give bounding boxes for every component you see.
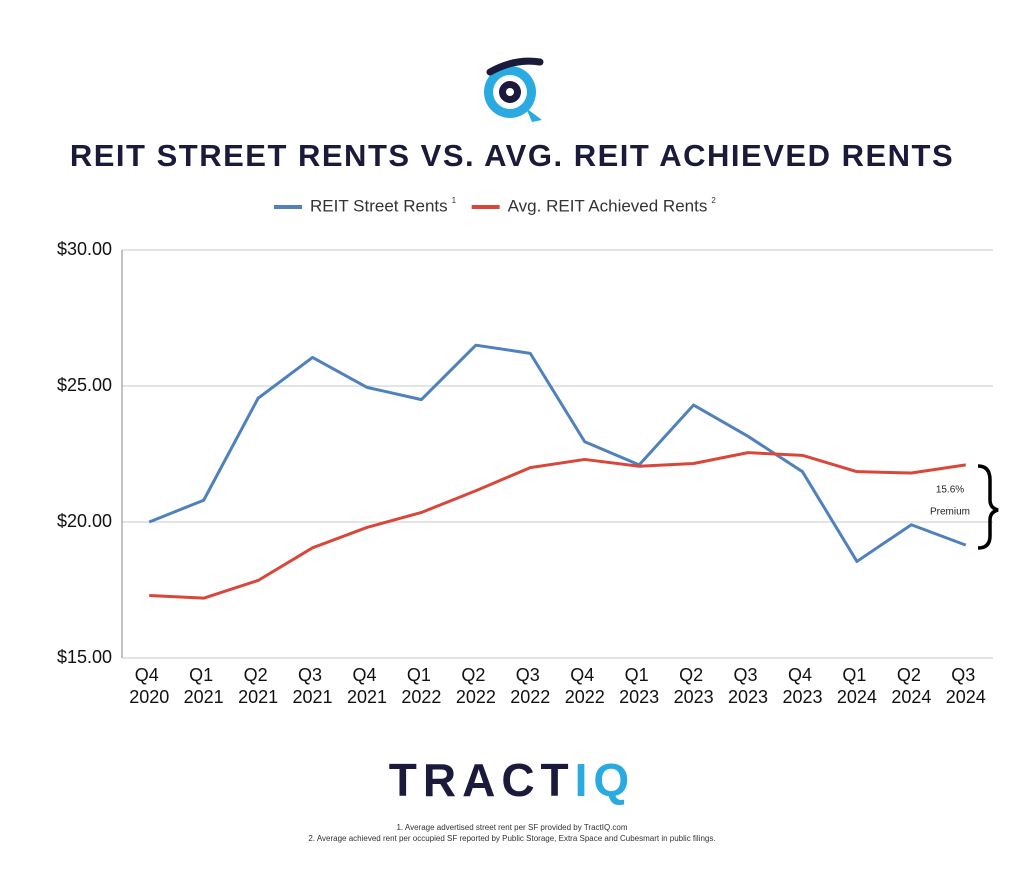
x-tick-label: Q1 2021 (184, 665, 224, 707)
x-tick-label: Q1 2024 (837, 665, 877, 707)
footnote: 2. Average achieved rent per occupied SF… (308, 834, 715, 843)
y-tick-label: $15.00 (57, 647, 112, 667)
x-tick-label: Q3 2024 (946, 665, 986, 707)
x-tick-label: Q1 2022 (401, 665, 441, 707)
premium-brace (977, 464, 999, 550)
legend-label: REIT Street Rents (310, 196, 448, 215)
x-tick-label: Q1 2023 (619, 665, 659, 707)
brand-wordmark: TRACTIQ (389, 754, 635, 806)
series-line (149, 451, 967, 600)
x-tick-label: Q3 2023 (728, 665, 768, 707)
x-tick-label: Q4 2022 (565, 665, 605, 707)
brand-second: IQ (575, 754, 636, 806)
plot-area: $15.00 $20.00 $25.00 $30.00 Q4 2020 Q1 2021 Q2… (57, 239, 993, 707)
x-tick-label: Q4 2023 (782, 665, 822, 707)
y-tick-label: $30.00 (57, 239, 112, 259)
annotation-value: 15.6% (936, 485, 964, 496)
logo (484, 57, 544, 122)
legend: REIT Street Rents 1 Avg. REIT Achieved Ren… (274, 196, 716, 215)
y-tick-label: $20.00 (57, 511, 112, 531)
x-tick-label: Q3 2022 (510, 665, 550, 707)
legend-note: 1 (452, 196, 457, 205)
x-tick-label: Q3 2021 (293, 665, 333, 707)
x-tick-label: Q2 2024 (891, 665, 931, 707)
chart-title: REIT STREET RENTS VS. AVG. REIT ACHIEVED… (70, 138, 954, 173)
x-tick-label: Q4 2021 (347, 665, 387, 707)
x-tick-label: Q4 2020 (129, 665, 169, 707)
annotation-label: Premium (930, 507, 970, 518)
brand-first: TRACT (389, 754, 575, 806)
series-line (148, 343, 967, 563)
x-tick-label: Q2 2023 (674, 665, 714, 707)
legend-note: 2 (711, 196, 716, 205)
x-tick-label: Q2 2021 (238, 665, 278, 707)
legend-label: Avg. REIT Achieved Rents (508, 196, 708, 215)
y-tick-label: $25.00 (57, 375, 112, 395)
x-tick-label: Q2 2022 (456, 665, 496, 707)
footnote: 1. Average advertised street rent per SF… (396, 823, 627, 832)
